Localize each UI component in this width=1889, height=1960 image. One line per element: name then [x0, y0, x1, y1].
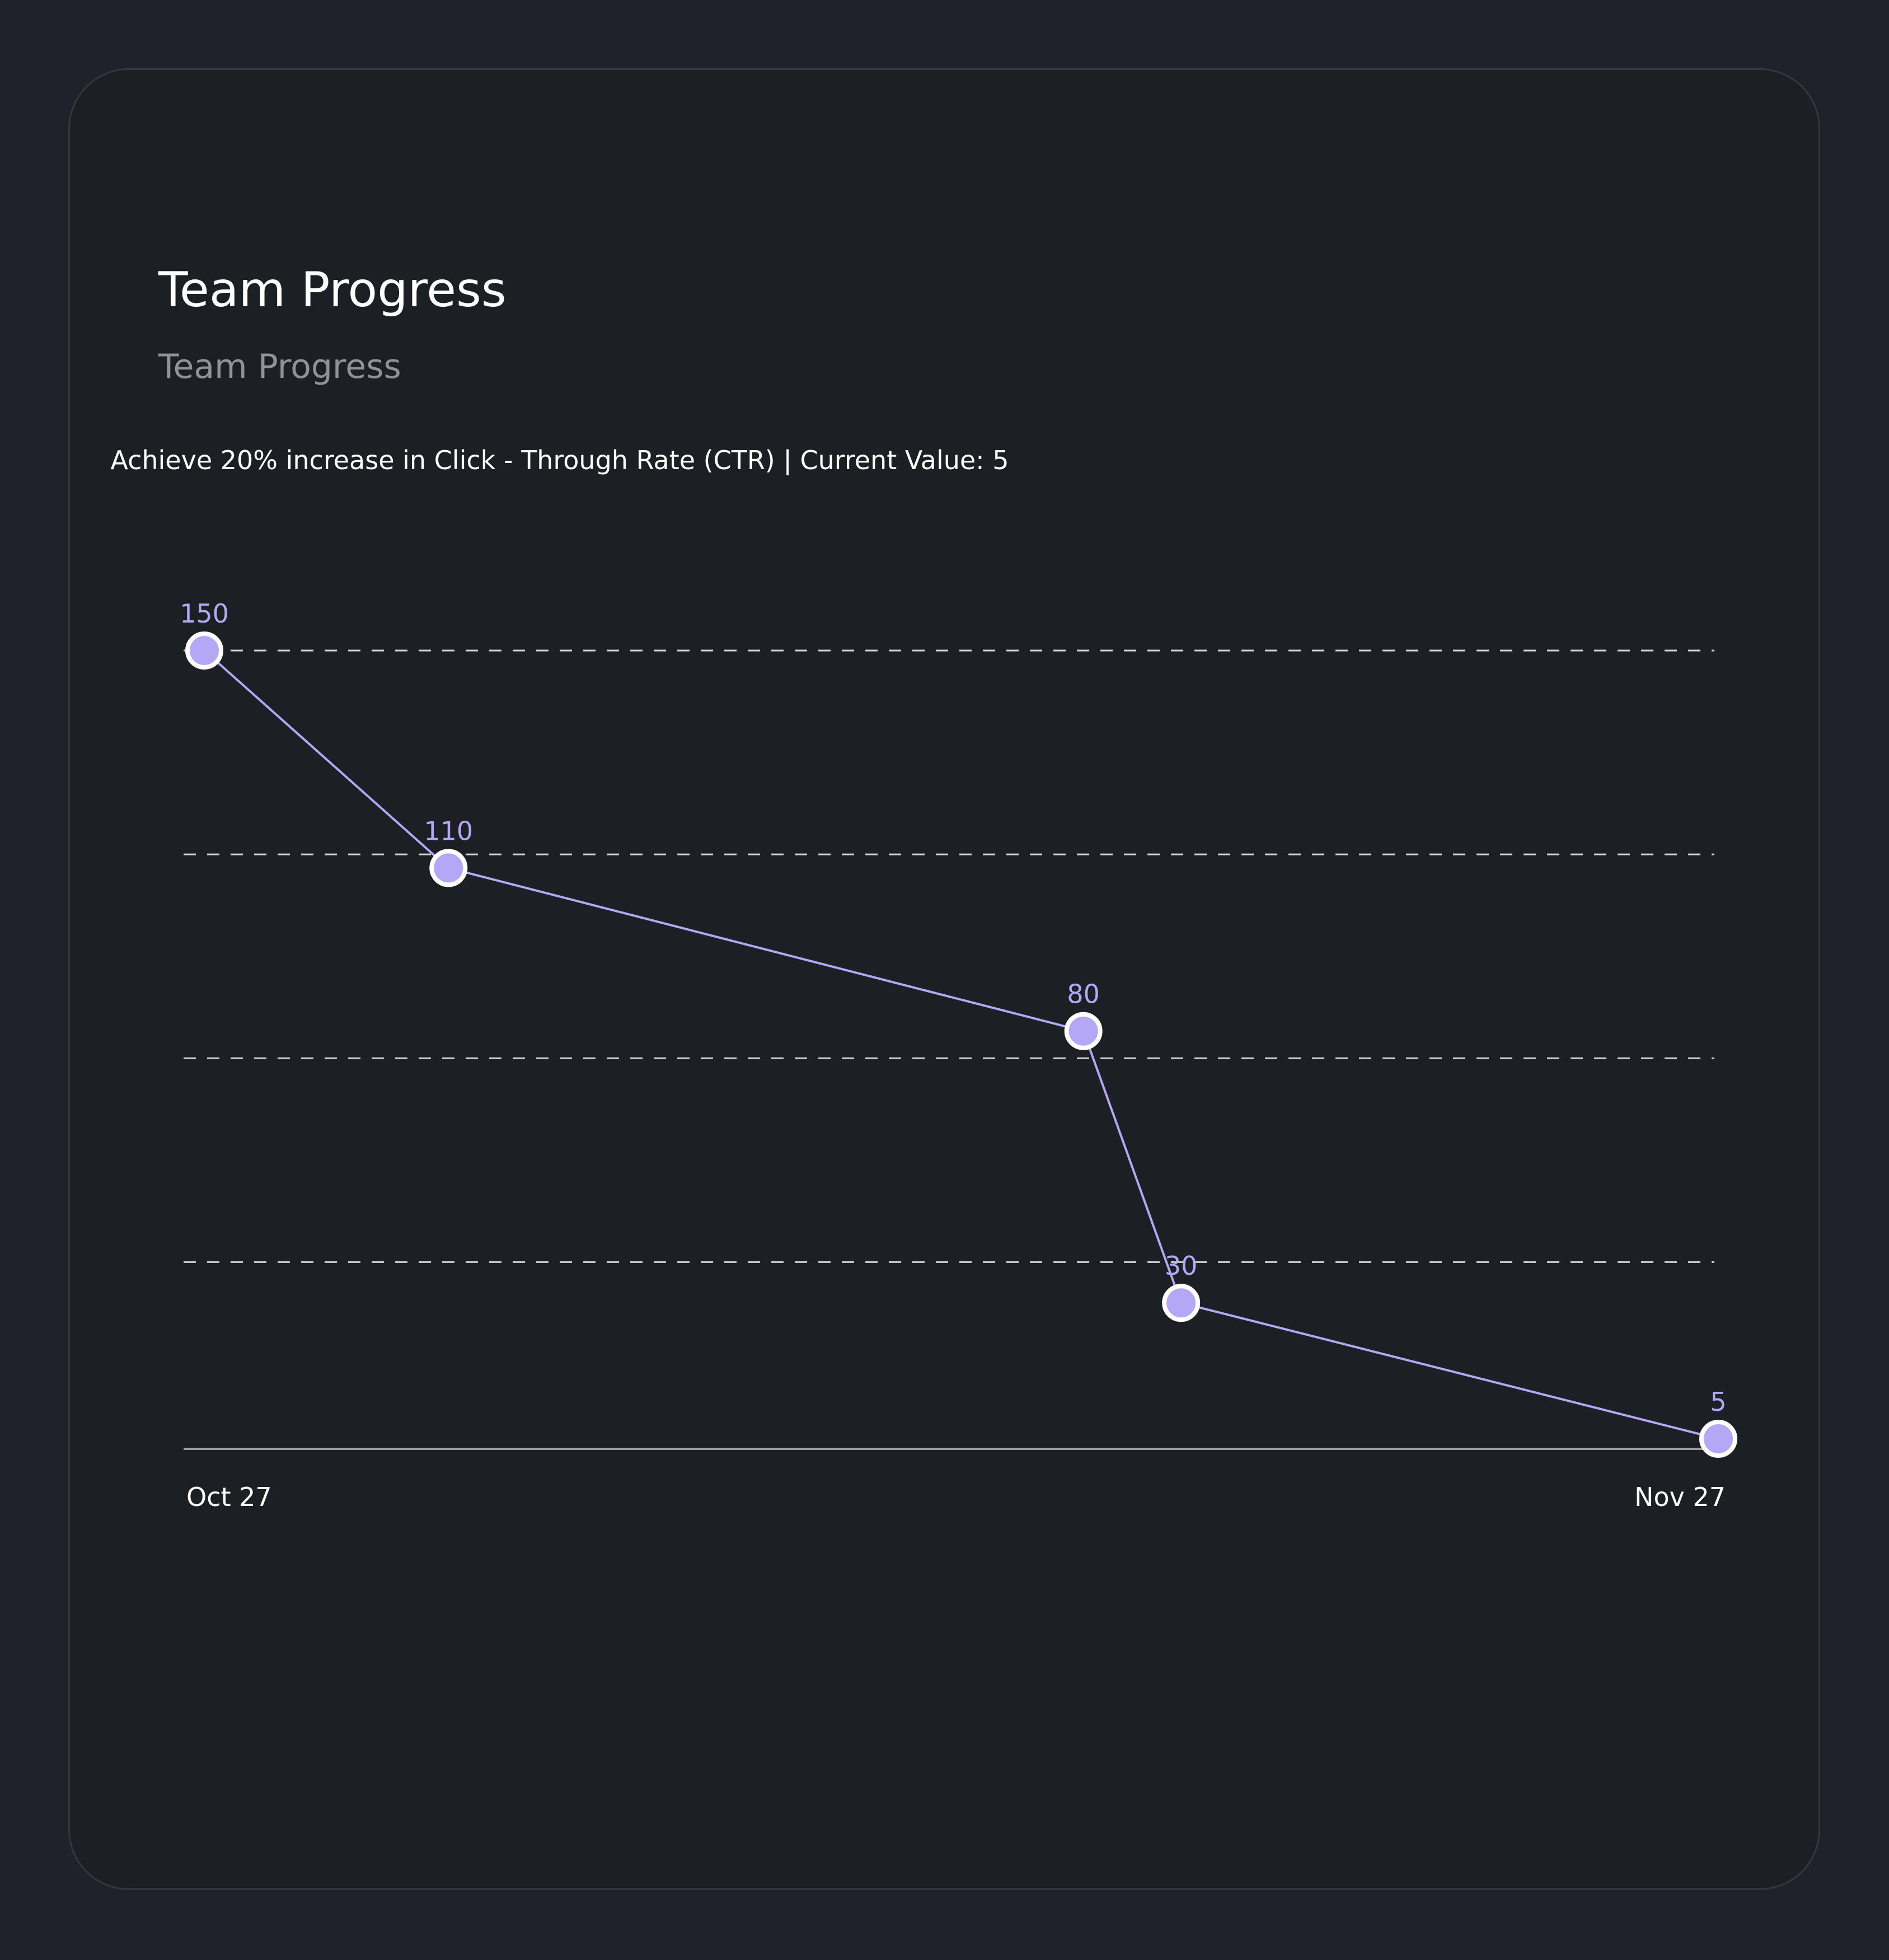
grid-lines — [184, 649, 1714, 1263]
data-label: 30 — [1165, 1251, 1198, 1281]
data-point[interactable] — [185, 631, 223, 670]
data-point[interactable] — [429, 849, 468, 887]
data-label: 80 — [1067, 979, 1100, 1009]
series-line — [203, 649, 1719, 1440]
data-point[interactable] — [1699, 1420, 1737, 1458]
x-tick-labels: Oct 27 Nov 27 — [186, 1482, 1726, 1512]
x-tick-label: Oct 27 — [186, 1482, 272, 1512]
x-tick-label: Nov 27 — [1634, 1482, 1726, 1512]
progress-card — [68, 68, 1820, 1890]
data-label: 150 — [180, 598, 229, 629]
data-point[interactable] — [1162, 1284, 1201, 1322]
card-subtitle: Team Progress — [158, 347, 401, 386]
data-label: 5 — [1710, 1387, 1726, 1417]
data-label: 110 — [424, 816, 473, 846]
series-group: 150 110 80 30 5 — [180, 598, 1737, 1458]
card-title: Team Progress — [158, 262, 507, 318]
chart-caption: Achieve 20% increase in Click - Through … — [110, 445, 1009, 476]
data-point[interactable] — [1064, 1012, 1103, 1050]
